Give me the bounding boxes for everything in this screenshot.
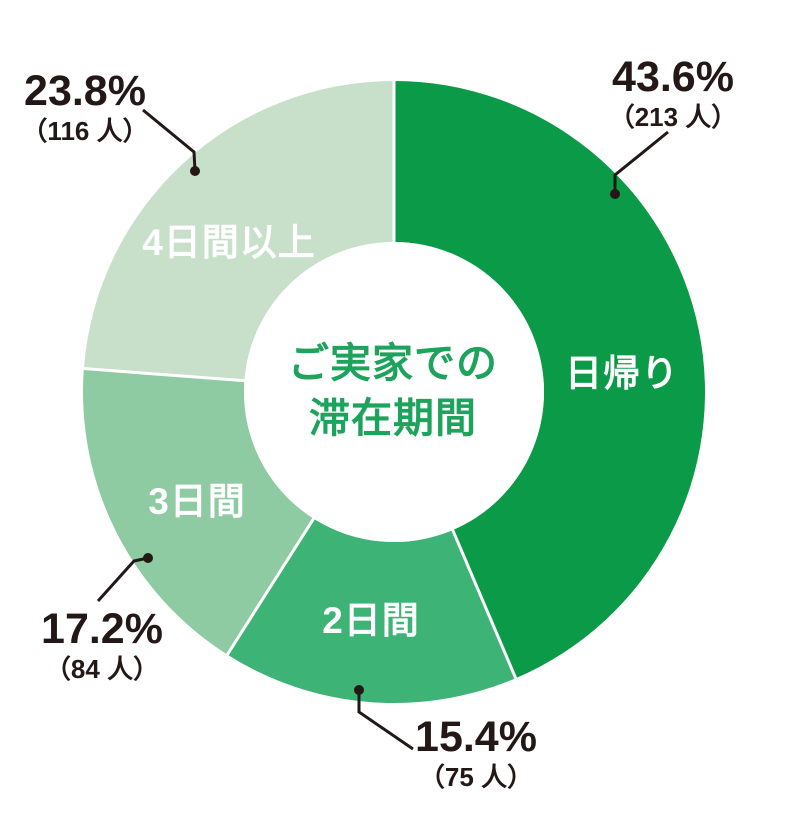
segment-divider-3 [81, 366, 247, 383]
percent-label: 23.8% [24, 67, 146, 115]
segment-label-1: 2日間 [322, 600, 420, 641]
leader-dot-3 [190, 166, 200, 176]
callout-segment-2: 17.2% （84 人） [41, 608, 163, 686]
segment-label-3: 4日間以上 [142, 222, 316, 263]
count-label: （84 人） [44, 654, 160, 684]
count-label: （75 人） [418, 762, 534, 792]
callout-segment-0: 43.6% （213 人） [609, 56, 738, 134]
percent-label: 43.6% [612, 53, 734, 101]
leader-dot-2 [143, 553, 153, 563]
segment-divider-2 [225, 516, 316, 658]
leader-line-0 [613, 130, 669, 194]
donut-segment-3 [83, 81, 395, 381]
percent-label: 17.2% [41, 605, 163, 653]
donut-segment-2 [83, 368, 314, 655]
donut-hole [244, 242, 544, 542]
segment-label-0: 日帰り [565, 353, 679, 394]
callout-segment-3: 23.8% （116 人） [21, 70, 148, 148]
donut-segment-0 [394, 81, 705, 679]
chart-title-line-2: 滞在期間 [309, 395, 477, 441]
callout-segment-1: 15.4% （75 人） [415, 716, 537, 794]
leader-line-3 [142, 108, 197, 172]
leader-dot-1 [354, 685, 364, 695]
segment-divider-1 [450, 527, 518, 681]
percent-label: 15.4% [415, 713, 537, 761]
segment-label-2: 3日間 [148, 481, 246, 522]
donut-segment-1 [227, 518, 516, 703]
count-label: （213 人） [608, 102, 738, 132]
leader-line-1 [357, 690, 414, 751]
chart-title-line-1: ご実家での [288, 340, 498, 386]
leader-dot-0 [610, 189, 620, 199]
count-label: （116 人） [21, 116, 149, 146]
